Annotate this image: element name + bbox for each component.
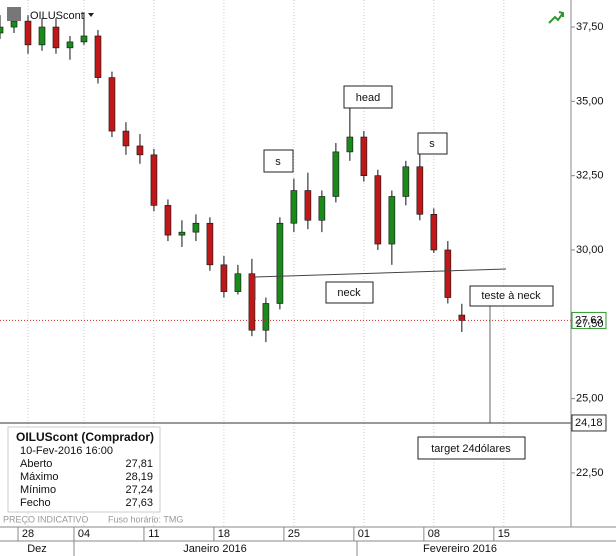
month-label: Janeiro 2016 — [183, 543, 247, 555]
last-price-tag — [571, 311, 607, 329]
candle-body — [248, 273, 256, 331]
last-price-label: 27,63 — [575, 314, 603, 326]
candle-body — [10, 20, 18, 28]
candle-body — [262, 303, 270, 331]
footer: PREÇO INDICATIVO — [3, 514, 88, 524]
candle-body — [276, 222, 284, 304]
candle-body — [66, 41, 74, 49]
candle-body — [416, 166, 424, 215]
candle-body — [192, 222, 200, 233]
candle-body — [458, 314, 466, 321]
target-price-tag — [571, 414, 607, 432]
candle-body — [290, 190, 298, 224]
candle-body — [220, 264, 228, 292]
annotation: teste à neck — [481, 290, 541, 302]
annotation: head — [356, 92, 380, 104]
x-tick-label: 25 — [288, 528, 300, 540]
candle-body — [444, 249, 452, 298]
x-tick-label: 11 — [148, 528, 159, 540]
x-tick-label: 01 — [358, 528, 370, 540]
info-key: Aberto — [20, 458, 52, 470]
x-tick-label: 15 — [498, 528, 510, 540]
candle-body — [94, 35, 102, 78]
candle-body — [178, 231, 186, 236]
candle-body — [164, 205, 172, 236]
annotation: neck — [337, 287, 361, 299]
candle-body — [206, 222, 214, 266]
y-tick-label: 22,50 — [576, 467, 604, 479]
annotation: target 24dólares — [431, 443, 511, 455]
info-value: 28,19 — [125, 471, 153, 483]
info-value: 27,81 — [125, 458, 153, 470]
y-tick-label: 27,50 — [576, 318, 604, 330]
info-key: Máximo — [20, 471, 59, 483]
candle-body — [136, 145, 144, 156]
annotation: s — [429, 138, 435, 150]
info-box — [7, 426, 161, 513]
info-title: OILUScont (Comprador) — [16, 430, 154, 444]
x-tick-label: 28 — [22, 528, 34, 540]
y-tick-label: 35,00 — [576, 95, 604, 107]
y-tick-label: 37,50 — [576, 21, 604, 33]
info-value: 27,24 — [125, 484, 153, 496]
candle-body — [150, 154, 158, 206]
candle-body — [318, 196, 326, 221]
dropdown-arrow[interactable] — [88, 13, 94, 17]
candle-body — [430, 214, 438, 251]
candle-body — [402, 166, 410, 197]
annotation-box — [343, 85, 393, 109]
info-value: 27,63 — [125, 497, 153, 509]
candle-body — [346, 136, 354, 153]
annotation-box — [417, 132, 448, 155]
x-tick-label: 04 — [78, 528, 90, 540]
month-label: Dez — [27, 543, 47, 555]
annotation-box — [325, 281, 374, 304]
candle-body — [38, 26, 46, 46]
symbol-icon[interactable] — [7, 7, 21, 21]
candle-body — [388, 196, 396, 245]
info-date: 10-Fev-2016 16:00 — [20, 445, 113, 457]
trend-icon[interactable] — [548, 11, 564, 24]
y-tick-label: 32,50 — [576, 170, 604, 182]
candle-body — [24, 20, 32, 46]
target-price-label: 24,18 — [575, 417, 603, 429]
symbol[interactable]: OILUScont — [30, 10, 84, 22]
annotation-box — [263, 149, 294, 173]
candle-body — [332, 151, 340, 197]
x-tick-label: 18 — [218, 528, 230, 540]
candle-body — [374, 175, 382, 245]
candle-body — [234, 273, 242, 292]
info-key: Fecho — [20, 497, 51, 509]
annotation-box — [469, 285, 554, 307]
candle-body — [108, 77, 116, 132]
x-tick-label: 08 — [428, 528, 440, 540]
candle-body — [122, 130, 130, 147]
footer: Fuso horário: TMG — [108, 514, 183, 524]
candle-body — [80, 35, 88, 43]
candle-body — [0, 26, 4, 34]
neckline — [254, 268, 507, 278]
y-tick-label: 25,00 — [576, 393, 604, 405]
y-tick-label: 30,00 — [576, 244, 604, 256]
candle-body — [52, 26, 60, 49]
info-key: Mínimo — [20, 484, 56, 496]
candle-body — [304, 190, 312, 221]
month-label: Fevereiro 2016 — [423, 543, 497, 555]
annotation: s — [275, 156, 281, 168]
candle-body — [360, 136, 368, 176]
annotation-box — [417, 436, 526, 460]
